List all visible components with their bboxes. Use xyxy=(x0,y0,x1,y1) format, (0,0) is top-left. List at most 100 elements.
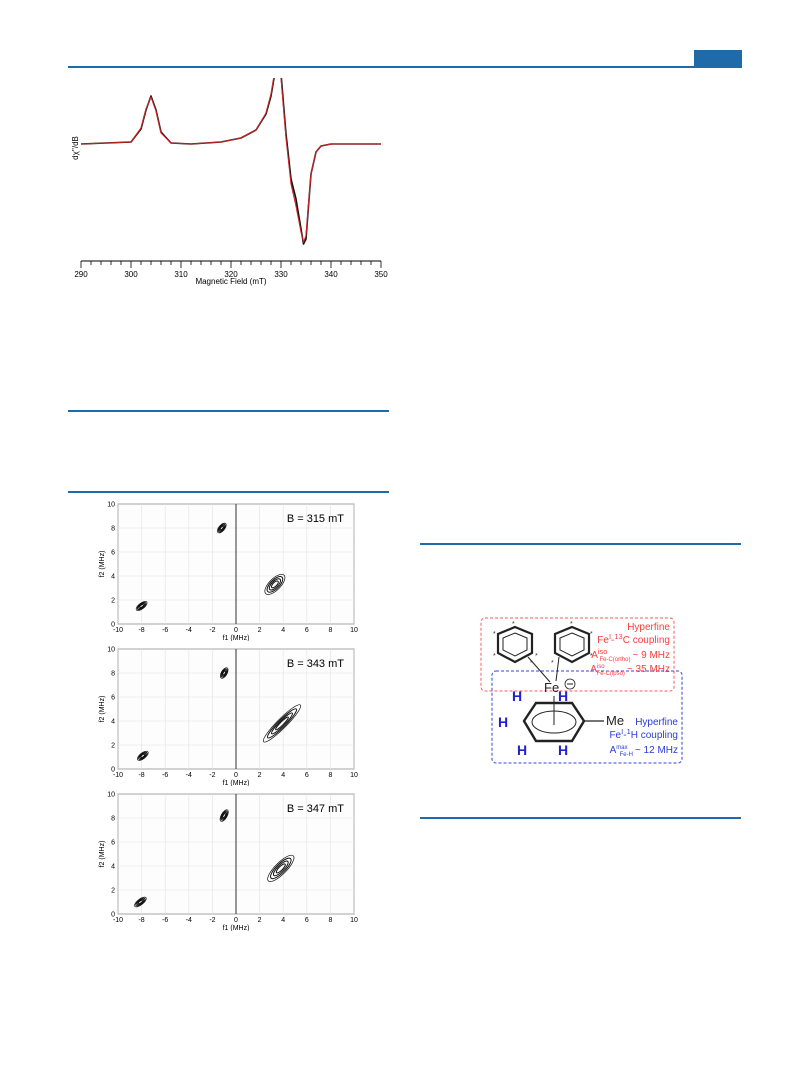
fe-h-hyperfine-title: Hyperfine xyxy=(635,717,678,728)
contour-ring xyxy=(264,574,286,595)
y-axis-label: f2 (MHz) xyxy=(99,551,106,578)
contour-feature xyxy=(262,704,302,743)
epr-x-tick-label: 300 xyxy=(124,270,138,279)
contour-ring xyxy=(219,525,224,531)
fe-c-ipso-value: Aiso Fe-C(ipso) ~ 35 MHz xyxy=(590,664,670,677)
epr-series-line xyxy=(80,78,381,243)
epr-y-axis-label: dχ''/dB xyxy=(71,136,80,160)
x-tick-label: 4 xyxy=(281,917,285,924)
fe-c-ortho-value: Aiso Fe-C(ortho) ~ 9 MHz xyxy=(591,647,670,663)
svg-text:*: * xyxy=(493,653,496,660)
contour-ring xyxy=(138,751,148,760)
contour-ring xyxy=(135,897,146,907)
carbon-13-markers: ***** **** xyxy=(493,621,593,667)
section-rule-4 xyxy=(420,817,741,819)
contour-ring xyxy=(136,898,145,906)
fe-c-coupling-box xyxy=(480,617,675,692)
epr-x-tick-label: 340 xyxy=(324,270,338,279)
contour-ring xyxy=(137,750,149,761)
contour-ring xyxy=(220,810,228,821)
contour-feature xyxy=(137,750,149,761)
y-axis-label: f2 (MHz) xyxy=(99,841,106,868)
contour-ring xyxy=(134,896,147,908)
y-axis-label: f2 (MHz) xyxy=(99,696,106,723)
header-accent-box xyxy=(694,50,742,66)
x-tick-label: 2 xyxy=(258,917,262,924)
contour-ring xyxy=(222,670,227,676)
bond-left xyxy=(527,656,551,683)
y-tick-label: 0 xyxy=(111,767,115,774)
x-tick-label: 0 xyxy=(234,772,238,779)
y-tick-label: 4 xyxy=(111,574,115,581)
x-axis-label: f1 (MHz) xyxy=(223,925,250,931)
y-tick-label: 8 xyxy=(111,816,115,823)
y-tick-label: 10 xyxy=(107,502,115,509)
x-tick-label: 8 xyxy=(328,772,332,779)
contour-ring xyxy=(135,601,148,611)
y-tick-label: 4 xyxy=(111,719,115,726)
x-tick-label: -4 xyxy=(186,917,192,924)
fe-c-hyperfine-title: Hyperfine xyxy=(627,622,670,633)
x-axis-label: f1 (MHz) xyxy=(223,780,250,786)
contour-ring xyxy=(140,753,146,758)
epr-chart: dχ''/dB 290 300 310 320 330 340 350 Magnetic F… xyxy=(71,78,388,286)
svg-text:*: * xyxy=(493,631,496,638)
x-tick-label: 0 xyxy=(234,627,238,634)
x-tick-label: -6 xyxy=(162,772,168,779)
contour-ring xyxy=(222,813,227,819)
h-atom: H xyxy=(517,742,527,758)
contour-feature xyxy=(219,809,229,822)
y-tick-label: 2 xyxy=(111,888,115,895)
contour-ring xyxy=(137,899,143,905)
epr-x-tick-label: 310 xyxy=(174,270,188,279)
contour-feature xyxy=(267,854,295,882)
x-axis-label: f1 (MHz) xyxy=(223,635,250,641)
x-tick-label: -8 xyxy=(138,772,144,779)
y-tick-label: 6 xyxy=(111,550,115,557)
contour-ring xyxy=(221,811,227,820)
epr-x-tick-label: 350 xyxy=(374,270,388,279)
x-tick-label: 6 xyxy=(305,627,309,634)
contour-ring xyxy=(219,809,229,822)
contour-feature xyxy=(135,601,148,611)
y-tick-label: 8 xyxy=(111,671,115,678)
contour-ring xyxy=(139,752,147,759)
contour-ring xyxy=(139,603,144,609)
contour-feature xyxy=(264,574,286,595)
field-label: B = 343 mT xyxy=(287,658,344,670)
y-tick-label: 10 xyxy=(107,792,115,799)
hyperfine-diagram: ***** **** Fe Me H H H H H Hyperfine FeI… xyxy=(480,617,683,764)
x-tick-label: -4 xyxy=(186,772,192,779)
toluene-ring xyxy=(522,701,604,743)
svg-text:*: * xyxy=(530,660,533,667)
right-phenyl-ring xyxy=(553,625,591,664)
field-label: B = 315 mT xyxy=(287,513,344,525)
x-tick-label: -4 xyxy=(186,627,192,634)
x-tick-label: 0 xyxy=(234,917,238,924)
header-rule xyxy=(68,66,742,68)
y-tick-label: 6 xyxy=(111,840,115,847)
section-rule-3 xyxy=(420,543,741,545)
x-tick-label: 4 xyxy=(281,627,285,634)
x-tick-label: 6 xyxy=(305,772,309,779)
x-tick-label: 8 xyxy=(328,627,332,634)
contour-ring xyxy=(220,668,228,678)
contour-ring xyxy=(266,576,284,593)
svg-text:*: * xyxy=(570,621,573,628)
x-tick-label: 10 xyxy=(350,627,358,634)
contour-ring xyxy=(266,708,298,739)
x-tick-label: -10 xyxy=(113,627,123,634)
x-tick-label: 4 xyxy=(281,772,285,779)
contour-ring xyxy=(272,860,289,877)
contour-ring xyxy=(270,857,292,880)
contour-ring xyxy=(268,578,282,591)
x-tick-label: -2 xyxy=(209,772,215,779)
contour-ring xyxy=(270,580,279,589)
svg-text:*: * xyxy=(512,621,515,628)
y-tick-label: 6 xyxy=(111,695,115,702)
fe-c-coupling-label: FeI-13C coupling xyxy=(597,632,670,646)
contour-ring xyxy=(217,523,226,533)
hyscore-panel-2: -10 -8 -6 -4 -2 0 2 4 6 8 10 0 2 4 6 8 10 f1 (MHz) f2 (MHz… xyxy=(99,647,358,787)
h-atom: H xyxy=(558,742,568,758)
h-atom: H xyxy=(512,688,522,704)
